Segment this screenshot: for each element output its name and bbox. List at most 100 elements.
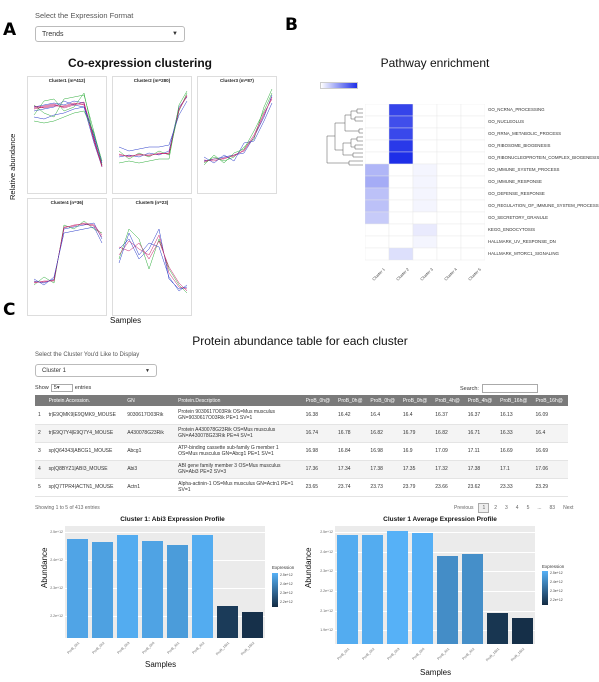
- grid-line: [65, 616, 265, 617]
- y-tick-label: 2.5e+12: [50, 530, 63, 534]
- table-header-cell[interactable]: ProB_0h@: [399, 395, 433, 406]
- pagination-button[interactable]: 2: [494, 505, 498, 511]
- pagination-button[interactable]: 3: [505, 505, 508, 511]
- x-tick-label: ProB_0h3: [116, 641, 131, 655]
- table-header-cell[interactable]: ProB_4h@: [432, 395, 465, 406]
- heatmap-cell: [436, 223, 462, 237]
- heatmap-cell: [460, 103, 486, 117]
- heatmap-row-label: GO_DEFENSE_RESPONSE: [488, 191, 545, 196]
- table-header-cell[interactable]: [35, 395, 46, 406]
- heatmap-cell: [364, 103, 390, 117]
- heatmap-cell: [412, 139, 438, 153]
- show-entries: Show 5▾ entries: [35, 384, 91, 392]
- y-tick-label: 2.4e+12: [50, 558, 63, 562]
- x-tick-label: ProB_0h1: [66, 641, 81, 655]
- pagination-button[interactable]: 83: [549, 505, 556, 511]
- table-header-cell[interactable]: GN: [124, 395, 176, 406]
- heatmap-cell: [364, 247, 390, 261]
- heatmap-row-label: GO_NCRNA_PROCESSING: [488, 107, 545, 112]
- y-tick-label: 2.1e+12: [320, 608, 333, 613]
- pagination-button[interactable]: 5: [526, 505, 530, 511]
- table-header-cell[interactable]: Protein.Description: [175, 395, 303, 406]
- cluster1-title: Cluster1 (m=412): [48, 78, 86, 83]
- legend-tick-label: 2.2e+12: [280, 600, 293, 604]
- pagination-button[interactable]: 1: [478, 503, 490, 513]
- table-header-cell[interactable]: ProB_0h@: [302, 395, 335, 406]
- table-header-cell[interactable]: ProB_16h@: [532, 395, 568, 406]
- legend-tick-label: 2.2e+12: [550, 598, 563, 602]
- heatmap-cell: [412, 175, 438, 189]
- heatmap-cell: [388, 187, 414, 201]
- cluster5-lines: [118, 228, 188, 294]
- legend-tick-label: 2.5e+12: [280, 573, 293, 577]
- pagination-button[interactable]: Next: [563, 505, 574, 511]
- heatmap-row-label: HALLMARK_UV_RESPONSE_DN: [488, 239, 556, 244]
- x-tick-label: ProB_0h2: [91, 641, 106, 655]
- heatmap-cell: [436, 247, 462, 261]
- table-cell: 16.9: [399, 442, 433, 461]
- grid-line: [65, 532, 265, 533]
- table-cell: 16.84: [335, 442, 368, 461]
- search-box: Search:: [460, 384, 538, 393]
- table-cell: 4: [35, 460, 46, 479]
- table-cell: 16.98: [302, 442, 335, 461]
- heatmap-cell: [412, 127, 438, 141]
- bar: [241, 612, 264, 638]
- heatmap-cell: [412, 211, 438, 225]
- cluster5-title: Cluster5 (n=23): [135, 200, 169, 205]
- table-cell: sp|Q7TPR4|ACTN1_MOUSE: [45, 478, 125, 497]
- table-header-cell[interactable]: ProB_16h@: [497, 395, 533, 406]
- table-cell: 16.37: [464, 406, 498, 425]
- table-cell: 16.71: [464, 424, 498, 443]
- show-suffix: entries: [74, 385, 92, 391]
- table-cell: 16.4: [399, 406, 433, 425]
- table-cell: 17.06: [532, 460, 568, 479]
- pagination-button[interactable]: ...: [537, 505, 542, 511]
- table-cell: 16.37: [432, 406, 465, 425]
- table-row: 2 tr|E9Q7Y4|E9Q7Y4_MOUSE A430078G23Rik Prot…: [35, 424, 568, 443]
- heatmap-cell: [388, 139, 414, 153]
- bar-right-title: Cluster 1 Average Expression Profile: [383, 516, 497, 523]
- table-header-cell[interactable]: Protein.Accession.: [45, 395, 125, 406]
- heatmap-cell: [364, 223, 390, 237]
- bar-left-ylabel: Abundance: [40, 547, 49, 588]
- pathway-dendrogram: [326, 108, 363, 166]
- table-header-cell[interactable]: ProB_4h@: [464, 395, 498, 406]
- heatmap-cell: [436, 235, 462, 249]
- table-cell: 23.79: [399, 478, 433, 497]
- heatmap-row-label: GO_IMMUNE_SYSTEM_PROCESS: [488, 167, 560, 172]
- bar-left-title: Cluster 1: Abi3 Expression Profile: [120, 516, 225, 523]
- heatmap-cell: [388, 163, 414, 177]
- table-cell: 3: [35, 442, 46, 461]
- table-cell: 23.73: [367, 478, 400, 497]
- heatmap-cell: [412, 103, 438, 117]
- pagination-button[interactable]: Previous: [454, 505, 474, 511]
- x-tick-label: ProB_16h2: [510, 647, 526, 663]
- heatmap-cell: [460, 115, 486, 129]
- heatmap-cell: [388, 115, 414, 129]
- heatmap-cell: [364, 115, 390, 129]
- cluster3-plot: Cluster3 (m=87): [197, 76, 277, 194]
- cluster-select[interactable]: Cluster 1 ▼: [35, 364, 157, 377]
- show-entries-select[interactable]: 5▾: [50, 384, 73, 392]
- format-select[interactable]: Trends ▼: [35, 26, 185, 42]
- table-cell: 17.1: [497, 460, 533, 479]
- heatmap-cell: [412, 235, 438, 249]
- cluster1-lines: [33, 92, 103, 168]
- grid-line: [335, 610, 535, 612]
- table-header-cell[interactable]: ProB_0h@: [335, 395, 368, 406]
- heatmap-cell: [460, 211, 486, 225]
- heatmap-cell: [412, 247, 438, 261]
- legend-tick-label: 2.5e+12: [550, 571, 563, 575]
- y-tick-label: 2.5e+12: [320, 530, 333, 534]
- heatmap-cell: [436, 151, 462, 165]
- table-cell: 5: [35, 478, 46, 497]
- search-input[interactable]: [481, 384, 538, 393]
- cluster4-lines: [33, 220, 103, 286]
- table-cell: 16.42: [335, 406, 368, 425]
- heatmap-cell: [388, 127, 414, 141]
- table-header-cell[interactable]: ProB_0h@: [367, 395, 400, 406]
- x-tick-label: ProB_0h3: [386, 647, 401, 661]
- bar: [361, 535, 384, 644]
- pagination-button[interactable]: 4: [515, 505, 519, 511]
